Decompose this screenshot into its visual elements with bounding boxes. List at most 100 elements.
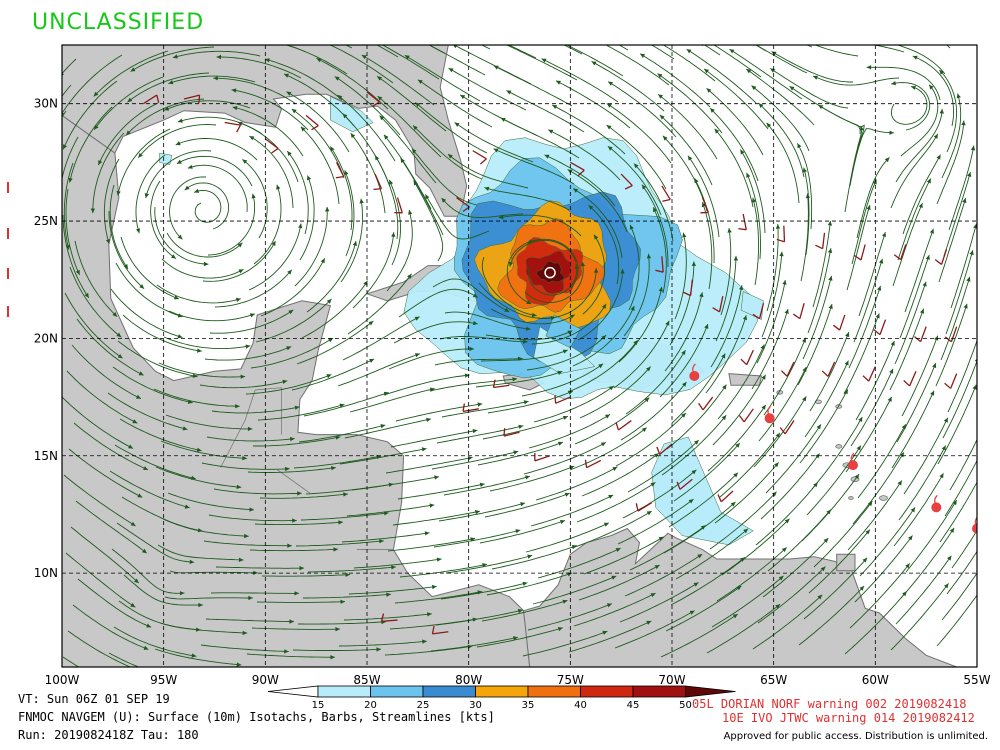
streamline-arrow <box>802 167 807 173</box>
streamline-arrow <box>138 371 144 376</box>
streamline-arrow <box>404 55 410 60</box>
streamline <box>866 66 941 101</box>
streamline <box>428 45 486 76</box>
wind-barb <box>854 244 866 261</box>
wind-barb <box>335 162 345 179</box>
storm-track <box>544 266 977 534</box>
streamline <box>493 65 573 107</box>
streamline-arrow <box>978 430 982 435</box>
streamline-arrow <box>779 251 784 257</box>
streamline-arrow <box>962 198 967 204</box>
streamline <box>666 384 727 450</box>
streamline-arrow <box>253 570 258 575</box>
streamline-arrow <box>816 424 821 430</box>
streamline-arrow <box>184 185 190 191</box>
streamline-arrow <box>238 269 244 274</box>
streamline-arrow <box>334 76 340 81</box>
streamline-arrow <box>472 429 478 434</box>
streamline <box>167 492 255 511</box>
streamline-arrow <box>411 148 417 154</box>
streamline-arrow <box>338 41 343 45</box>
streamline-arrow <box>820 566 826 572</box>
streamline <box>392 510 480 526</box>
streamline <box>115 262 183 318</box>
streamline <box>536 268 597 319</box>
wind-barb <box>740 349 754 366</box>
streamline <box>187 164 248 213</box>
streamline <box>709 491 777 550</box>
streamline-arrow <box>421 447 427 452</box>
streamline-arrow <box>564 492 570 497</box>
streamline <box>62 54 123 115</box>
streamline <box>154 648 242 666</box>
streamline-arrow <box>658 536 664 541</box>
streamline <box>344 418 431 439</box>
streamline-arrow <box>552 105 558 109</box>
streamline <box>767 509 832 572</box>
streamline-arrow <box>284 649 289 654</box>
streamline-arrow <box>434 475 439 480</box>
streamline-arrow <box>493 148 499 153</box>
streamline <box>755 45 808 74</box>
legend-tick-label: 35 <box>522 700 535 711</box>
streamline-arrow <box>775 224 781 229</box>
streamline <box>717 344 765 420</box>
streamline <box>946 550 977 595</box>
streamline <box>524 261 584 304</box>
streamline-arrow <box>335 435 341 440</box>
streamline-arrow <box>287 151 292 156</box>
streamline <box>746 68 815 126</box>
streamline <box>247 467 336 473</box>
streamline <box>756 279 786 364</box>
streamline <box>895 555 952 625</box>
streamline-arrow <box>556 80 561 85</box>
streamline-arrow <box>379 539 384 544</box>
edge-marker <box>7 228 9 239</box>
wind-barb <box>717 490 734 503</box>
streamline-arrow <box>177 234 183 240</box>
streamline-arrow <box>338 520 343 525</box>
streamline-arrow <box>911 85 916 90</box>
streamline-arrow <box>646 366 651 372</box>
streamline-arrow <box>58 120 62 125</box>
streamline-arrow <box>879 258 884 264</box>
streamline <box>893 473 944 547</box>
puerto-rico-land <box>728 373 763 386</box>
streamline-arrow <box>523 339 528 344</box>
streamline-arrow <box>782 280 787 285</box>
streamline <box>150 180 177 259</box>
streamline-arrow <box>391 565 396 570</box>
storm-position-marker <box>689 370 700 381</box>
streamline <box>530 494 614 527</box>
streamline <box>629 525 706 571</box>
streamline <box>166 232 243 258</box>
streamline <box>482 415 569 440</box>
streamline <box>846 204 871 291</box>
streamline <box>386 209 413 292</box>
streamline <box>548 129 621 181</box>
streamline <box>444 311 531 330</box>
streamline-arrow <box>603 522 609 527</box>
streamline <box>145 150 212 199</box>
streamline-arrow <box>453 45 458 49</box>
streamline <box>950 223 977 309</box>
streamline-arrow <box>967 172 972 177</box>
streamline-arrow <box>520 502 526 507</box>
streamline-arrow <box>430 387 435 392</box>
streamline <box>563 45 583 55</box>
streamline <box>625 349 686 415</box>
streamline-arrow <box>910 507 915 513</box>
streamline <box>812 220 831 308</box>
streamline-arrow <box>571 545 577 550</box>
streamline-arrow <box>447 154 453 159</box>
streamline <box>945 250 974 335</box>
streamline-arrow <box>472 293 478 298</box>
streamline <box>125 98 205 136</box>
streamline-arrow <box>729 49 735 54</box>
streamline <box>857 423 907 499</box>
wind-barb <box>676 478 693 490</box>
streamline-arrow <box>391 232 396 237</box>
streamline <box>628 224 640 311</box>
streamline-arrow <box>905 563 910 569</box>
streamline <box>859 507 916 577</box>
